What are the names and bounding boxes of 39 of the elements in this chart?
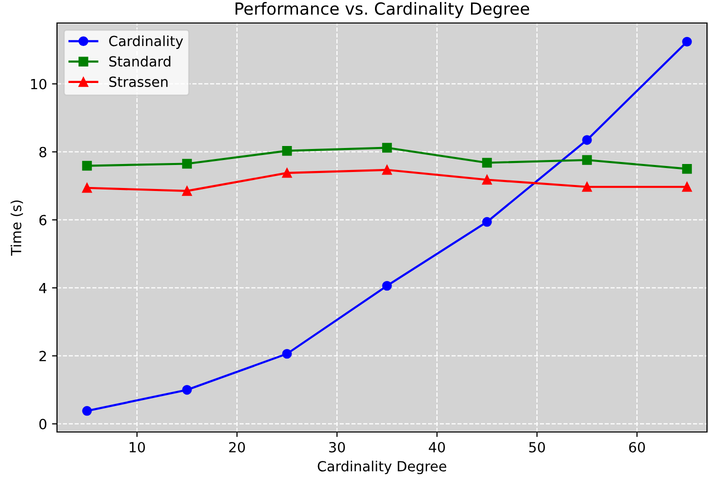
y-tick-label: 4 <box>39 283 46 294</box>
y-tick-label: 0 <box>39 418 46 430</box>
y-tick-label: 2 <box>39 350 46 362</box>
point <box>382 280 392 291</box>
point <box>182 384 192 395</box>
point <box>682 164 692 174</box>
y-tick-label: 6 <box>39 214 46 226</box>
point <box>82 183 92 193</box>
point <box>82 160 92 171</box>
legend-label: Strassen <box>109 76 168 88</box>
x-tick-label: 40 <box>428 442 445 452</box>
y-axis-title: Time (s) <box>10 200 23 256</box>
point <box>482 217 492 227</box>
point <box>282 146 292 156</box>
x-tick-label: 10 <box>130 442 145 452</box>
point <box>382 165 392 175</box>
chart-title: Performance vs. Cardinality Degree <box>236 2 530 18</box>
y-tick-label: 10 <box>31 78 46 90</box>
y-tick-label: 8 <box>39 146 46 158</box>
point <box>82 406 92 416</box>
point <box>682 182 692 192</box>
point <box>682 36 692 47</box>
point <box>582 182 592 192</box>
x-tick-label: 20 <box>229 442 245 452</box>
x-axis-title: Cardinality Degree <box>318 460 446 474</box>
point <box>282 168 292 178</box>
point <box>582 135 592 145</box>
x-tick-label: 60 <box>629 442 645 452</box>
point <box>482 174 492 185</box>
x-tick-label: 30 <box>329 442 345 452</box>
point <box>182 186 192 196</box>
point <box>582 155 592 165</box>
legend-label: Cardinality <box>109 36 184 49</box>
point <box>182 158 192 169</box>
point <box>382 142 392 153</box>
point <box>482 158 492 168</box>
legend-label: Standard <box>109 56 170 67</box>
point <box>282 348 292 359</box>
x-tick-label: 50 <box>529 442 545 452</box>
